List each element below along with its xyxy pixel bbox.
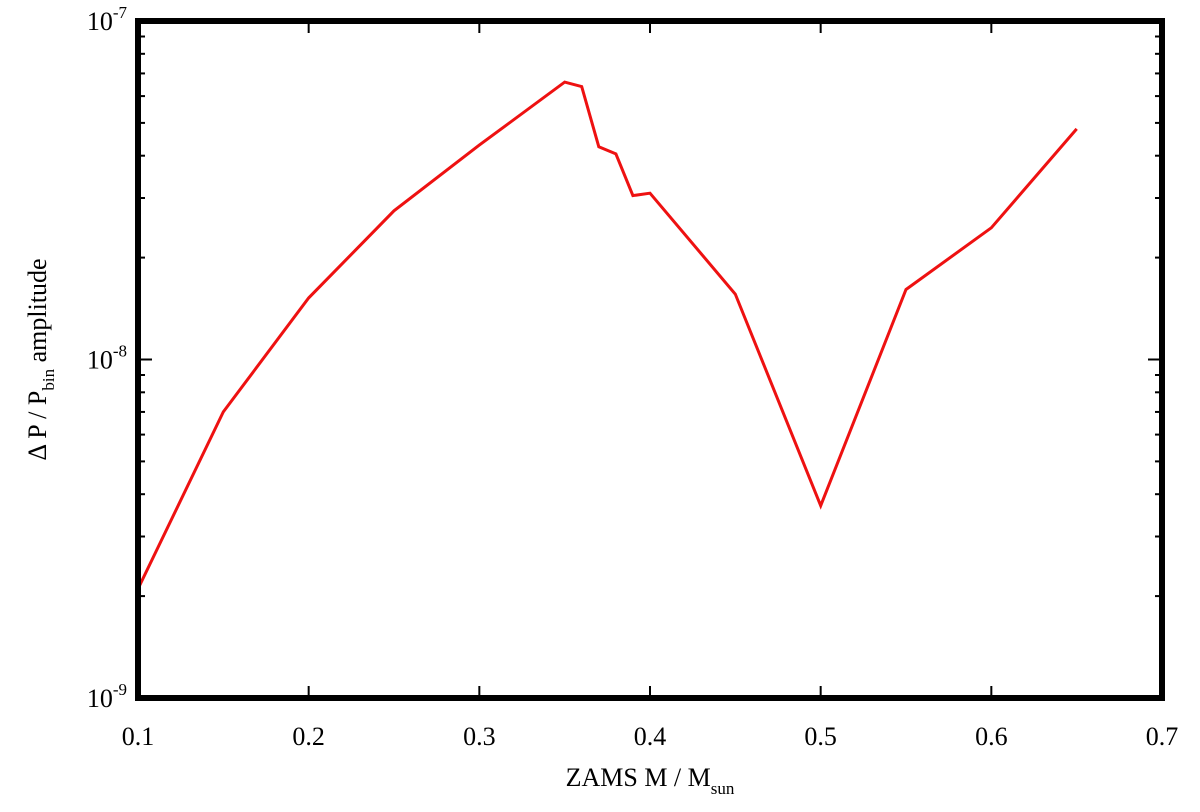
x-axis-title-subscript: sun — [711, 779, 735, 798]
x-tick-label: 0.6 — [975, 722, 1008, 751]
x-tick-label: 0.7 — [1146, 722, 1179, 751]
tick-labels: 0.1 0.2 0.3 0.4 0.5 0.6 0.7 10-9 10-8 10-7 — [87, 3, 1178, 751]
plot-frame — [135, 18, 1165, 701]
x-tick-label: 0.1 — [122, 722, 155, 751]
series-line — [136, 80, 1078, 590]
y-tick-label: 10-7 — [87, 3, 128, 36]
y-axis-title-suffix: amplitude — [23, 258, 52, 368]
series-layer — [136, 80, 1078, 590]
axis-ticks — [137, 20, 1163, 699]
y-axis-title: Δ P / Pbin amplitude — [23, 258, 58, 460]
y-axis-title-main: Δ P / P — [23, 391, 52, 461]
y-tick-label: 10-8 — [87, 342, 127, 375]
x-tick-label: 0.5 — [804, 722, 837, 751]
x-tick-label: 0.3 — [463, 722, 496, 751]
x-axis-title: ZAMS M / Msun — [566, 763, 735, 798]
x-axis-title-main: ZAMS M / M — [566, 763, 711, 792]
x-tick-label: 0.4 — [634, 722, 667, 751]
y-tick-label: 10-9 — [87, 680, 127, 713]
x-tick-label: 0.2 — [292, 722, 325, 751]
y-axis-title-subscript: bin — [39, 368, 58, 390]
